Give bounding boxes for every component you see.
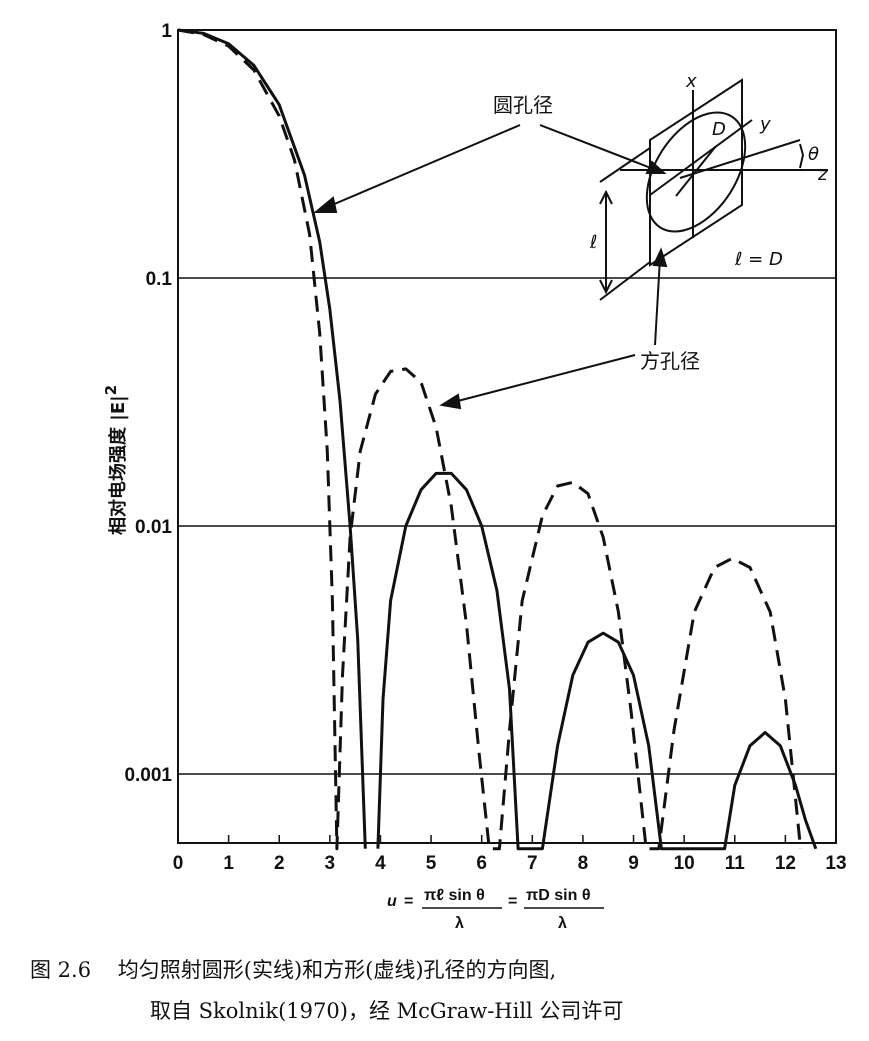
y-axis-line xyxy=(649,119,753,196)
series-circle-aperture-line: 圆孔径 xyxy=(177,28,818,851)
inset-z-label: z xyxy=(817,164,828,185)
left-edge-line-1 xyxy=(599,147,651,183)
y-tick-label: 1 xyxy=(161,21,172,42)
x-tick-label: 4 xyxy=(375,853,386,874)
svg-text:=: = xyxy=(404,893,413,910)
radiation-pattern-chart: 0 1 2 3 4 5 6 7 8 9 10 11 12 13 10.10.010.001 圆孔径方孔径 … xyxy=(102,21,847,932)
figure-caption-line-2: 取自 Skolnik(1970)，经 McGraw-Hill 公司许可 xyxy=(150,999,624,1023)
y-tick-label: 0.001 xyxy=(124,765,172,786)
x-tick-label: 12 xyxy=(775,853,796,874)
inset-y-label: y xyxy=(759,114,771,135)
theta-ray-line xyxy=(679,139,801,179)
x-tick-label: 6 xyxy=(476,853,487,874)
x-tick-label: 1 xyxy=(223,853,234,874)
inset-l-label: ℓ xyxy=(589,232,597,253)
svg-text:λ: λ xyxy=(455,915,464,932)
circle-aperture-annotation: 圆孔径 xyxy=(493,93,553,117)
x-tick-label: 7 xyxy=(527,853,538,874)
plot-frame xyxy=(177,29,837,844)
x-tick-label: 8 xyxy=(578,853,589,874)
square-aperture-outline xyxy=(649,78,743,267)
y-axis-label: 相对电场强度 |E|2 xyxy=(102,385,129,535)
inset-d-label: D xyxy=(712,119,726,140)
x-tick-label: 5 xyxy=(426,853,437,874)
l-arrow-top xyxy=(599,189,613,205)
y-axis-ticks: 1 0.1 0.01 0.001 xyxy=(124,21,172,786)
y-tick-label: 0.1 xyxy=(146,269,173,290)
annotation-arrows xyxy=(313,124,668,410)
x-tick-label: 11 xyxy=(725,853,746,874)
svg-text:u: u xyxy=(387,893,397,910)
svg-text:πD sin θ: πD sin θ xyxy=(526,887,590,904)
svg-text:πℓ sin θ: πℓ sin θ xyxy=(424,887,485,904)
x-axis-ticks: 0 1 2 3 4 5 6 7 8 9 10 11 12 13 xyxy=(173,835,847,874)
l-arrow-bottom xyxy=(599,279,613,295)
x-tick-label: 0 xyxy=(173,853,184,874)
x-tick-label: 13 xyxy=(825,853,846,874)
x-tick-label: 9 xyxy=(628,853,639,874)
svg-text:λ: λ xyxy=(558,915,567,932)
x-tick-label: 2 xyxy=(274,853,285,874)
figure-caption-line-1: 图 2.6 均匀照射圆形(实线)和方形(虚线)孔径的方向图, xyxy=(30,958,557,982)
d-dimension-line xyxy=(675,145,717,197)
gridlines xyxy=(178,277,836,775)
l-equals-d-label: ℓ = D xyxy=(734,249,783,270)
series-square-aperture-line: 方孔径 xyxy=(177,28,803,851)
x-axis-label: u = πℓ sin θ λ = πD sin θ λ xyxy=(387,887,604,932)
x-tick-label: 10 xyxy=(674,853,695,874)
theta-arc xyxy=(799,143,805,169)
inset-x-label: x xyxy=(685,71,697,92)
inset-theta-label: θ xyxy=(808,144,819,165)
svg-text:=: = xyxy=(508,893,517,910)
aperture-diagram xyxy=(599,78,828,301)
y-tick-label: 0.01 xyxy=(135,517,172,538)
circle-aperture-outline xyxy=(645,111,747,233)
x-tick-label: 3 xyxy=(325,853,336,874)
left-edge-line-2 xyxy=(599,261,651,301)
square-aperture-annotation: 方孔径 xyxy=(640,349,700,373)
